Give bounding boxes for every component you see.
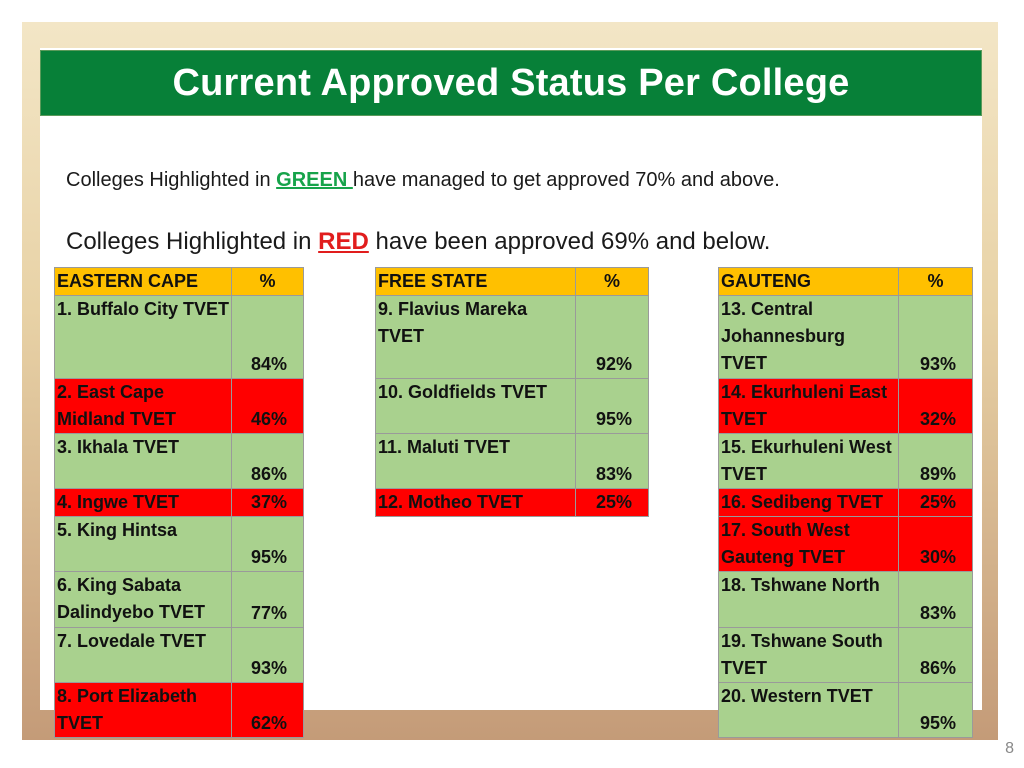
college-percent: 83% [575, 432, 649, 490]
legend-green-suffix: have managed to get approved 70% and abo… [352, 169, 780, 191]
legend-red-word: RED [318, 228, 369, 255]
college-name: 6. King Sabata Dalindyebo TVET [54, 571, 232, 628]
college-row: 15. Ekurhuleni West TVET 89% [718, 432, 973, 490]
college-name: 8. Port Elizabeth TVET [54, 681, 232, 738]
college-percent: 77% [231, 571, 304, 628]
college-percent: 86% [231, 432, 304, 490]
college-percent: 86% [898, 626, 973, 683]
free-state-table: FREE STATE % 9. Flavius Mareka TVET 92% 10… [375, 267, 649, 518]
college-percent: 30% [898, 516, 973, 573]
college-row: 11. Maluti TVET 83% [375, 432, 649, 490]
percent-header: % [575, 267, 649, 296]
gauteng-table: GAUTENG % 13. Central Johannesburg TVET 9… [718, 267, 973, 738]
college-percent: 95% [231, 516, 304, 573]
college-row: 14. Ekurhuleni East TVET 32% [718, 377, 973, 434]
college-name: 11. Maluti TVET [375, 432, 576, 490]
college-name: 14. Ekurhuleni East TVET [718, 377, 899, 434]
region-header: FREE STATE [375, 267, 576, 296]
college-row: 19. Tshwane South TVET 86% [718, 626, 973, 683]
college-percent: 93% [898, 295, 973, 379]
college-name: 18. Tshwane North [718, 571, 899, 628]
college-name: 7. Lovedale TVET [54, 626, 232, 683]
college-percent: 95% [898, 681, 973, 738]
college-name: 3. Ikhala TVET [54, 432, 232, 490]
college-name: 4. Ingwe TVET [54, 488, 232, 518]
college-name: 9. Flavius Mareka TVET [375, 295, 576, 379]
college-name: 19. Tshwane South TVET [718, 626, 899, 683]
college-percent: 92% [575, 295, 649, 379]
college-row: 9. Flavius Mareka TVET 92% [375, 295, 649, 379]
college-name: 16. Sedibeng TVET [718, 488, 899, 518]
college-row: 3. Ikhala TVET 86% [54, 432, 304, 490]
percent-header: % [231, 267, 304, 296]
legend-green-word: GREEN [276, 169, 353, 191]
college-row: 10. Goldfields TVET 95% [375, 377, 649, 434]
title-bar: Current Approved Status Per College [40, 50, 982, 116]
legend-red-line: Colleges Highlighted in RED have been ap… [66, 228, 770, 256]
college-percent: 37% [231, 488, 304, 518]
college-row: 20. Western TVET 95% [718, 681, 973, 738]
college-name: 2. East Cape Midland TVET [54, 377, 232, 434]
college-row: 2. East Cape Midland TVET 46% [54, 377, 304, 434]
college-percent: 32% [898, 377, 973, 434]
college-name: 5. King Hintsa [54, 516, 232, 573]
college-name: 20. Western TVET [718, 681, 899, 738]
legend-red-prefix: Colleges Highlighted in [66, 228, 319, 255]
college-percent: 93% [231, 626, 304, 683]
college-percent: 89% [898, 432, 973, 490]
college-name: 13. Central Johannesburg TVET [718, 295, 899, 379]
college-row: 12. Motheo TVET 25% [375, 488, 649, 518]
legend-green-prefix: Colleges Highlighted in [66, 169, 277, 191]
college-percent: 46% [231, 377, 304, 434]
college-name: 10. Goldfields TVET [375, 377, 576, 434]
college-percent: 25% [575, 488, 649, 518]
legend-red-suffix: have been approved 69% and below. [368, 228, 771, 255]
college-row: 13. Central Johannesburg TVET 93% [718, 295, 973, 379]
college-row: 16. Sedibeng TVET 25% [718, 488, 973, 518]
college-row: 5. King Hintsa 95% [54, 516, 304, 573]
eastern-cape-table: EASTERN CAPE % 1. Buffalo City TVET 84% 2.… [54, 267, 304, 738]
college-name: 17. South West Gauteng TVET [718, 516, 899, 573]
college-name: 15. Ekurhuleni West TVET [718, 432, 899, 490]
percent-header: % [898, 267, 973, 296]
college-name: 1. Buffalo City TVET [54, 295, 232, 379]
college-percent: 62% [231, 681, 304, 738]
college-percent: 25% [898, 488, 973, 518]
college-row: 7. Lovedale TVET 93% [54, 626, 304, 683]
region-header: EASTERN CAPE [54, 267, 232, 296]
college-row: 4. Ingwe TVET 37% [54, 488, 304, 518]
college-row: 8. Port Elizabeth TVET 62% [54, 681, 304, 738]
region-header: GAUTENG [718, 267, 899, 296]
college-row: 6. King Sabata Dalindyebo TVET 77% [54, 571, 304, 628]
page-number: 8 [1005, 740, 1014, 757]
college-row: 1. Buffalo City TVET 84% [54, 295, 304, 379]
college-row: 18. Tshwane North 83% [718, 571, 973, 628]
college-percent: 83% [898, 571, 973, 628]
legend-green-line: Colleges Highlighted in GREEN have manag… [66, 169, 780, 192]
slide-title: Current Approved Status Per College [172, 61, 850, 104]
college-row: 17. South West Gauteng TVET 30% [718, 516, 973, 573]
college-name: 12. Motheo TVET [375, 488, 576, 518]
college-percent: 95% [575, 377, 649, 434]
college-percent: 84% [231, 295, 304, 379]
